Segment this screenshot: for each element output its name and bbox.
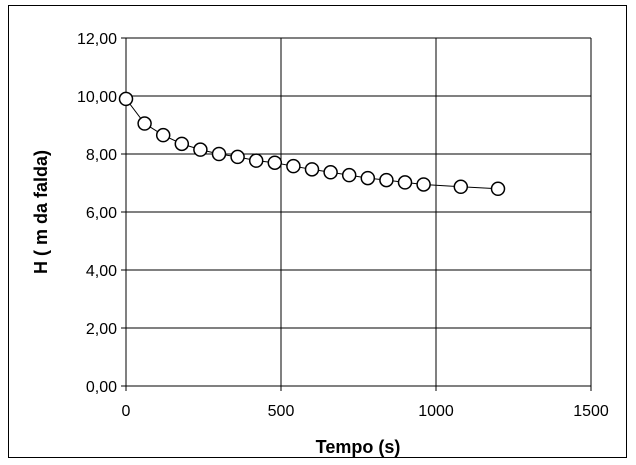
data-point xyxy=(323,165,338,180)
x-tick-label: 1000 xyxy=(418,403,454,420)
data-point xyxy=(248,153,264,168)
y-axis-title: H ( m da falda) xyxy=(31,150,51,274)
data-point xyxy=(211,146,227,162)
y-tick-label: 12,00 xyxy=(77,31,117,48)
data-point xyxy=(118,91,134,107)
data-point xyxy=(155,127,171,143)
x-tick-label: 500 xyxy=(268,403,295,420)
data-point xyxy=(453,179,469,195)
data-point xyxy=(193,142,208,157)
data-point xyxy=(416,177,431,192)
y-tick-label: 8,00 xyxy=(86,147,117,164)
data-point xyxy=(230,149,245,165)
data-point xyxy=(286,158,301,174)
y-tick-label: 4,00 xyxy=(86,263,117,280)
x-axis-title: Tempo (s) xyxy=(316,437,401,457)
y-tick-label: 0,00 xyxy=(86,379,117,396)
x-tick-labels: 0 500 1000 1500 xyxy=(122,403,609,420)
data-point xyxy=(267,155,283,170)
data-point xyxy=(137,116,152,131)
x-tick-label: 1500 xyxy=(573,403,609,420)
y-tick-label: 2,00 xyxy=(86,321,117,338)
data-point xyxy=(490,181,506,197)
series-layer xyxy=(118,91,506,197)
chart-frame: 0,00 2,00 4,00 6,00 8,00 10,00 12,00 0 500 1000 1… xyxy=(8,5,627,458)
data-point xyxy=(174,136,190,152)
data-point xyxy=(379,172,394,188)
x-tick-label: 0 xyxy=(122,403,131,420)
data-point xyxy=(397,175,413,190)
chart-svg: 0,00 2,00 4,00 6,00 8,00 10,00 12,00 0 500 1000 1… xyxy=(31,31,609,457)
data-point xyxy=(341,167,357,183)
data-point xyxy=(360,170,376,186)
data-point xyxy=(304,162,320,177)
y-tick-label: 6,00 xyxy=(86,205,117,222)
y-tick-labels: 0,00 2,00 4,00 6,00 8,00 10,00 12,00 xyxy=(77,31,117,396)
y-tick-label: 10,00 xyxy=(77,89,117,106)
